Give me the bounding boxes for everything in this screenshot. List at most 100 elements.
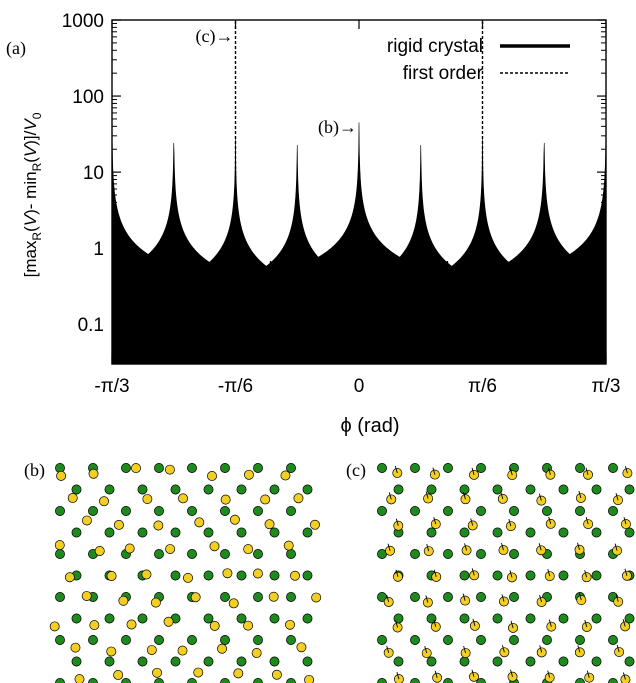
green-particle [624, 656, 635, 667]
chart-panel-a: 0.1 1 10 100 1000 -π/3 -π/6 0 π/6 π/3 (a) ϕ (rad)… [6, 11, 620, 437]
green-particle [170, 570, 181, 581]
green-particle [525, 570, 536, 581]
orientation-tick [577, 645, 581, 653]
yellow-particle [56, 470, 67, 481]
green-particle [187, 635, 197, 645]
yellow-particle [544, 672, 555, 683]
green-particle [269, 484, 280, 495]
green-particle [410, 635, 420, 645]
green-particle [377, 635, 387, 645]
yellow-particle [152, 667, 163, 678]
green-particle [410, 592, 420, 602]
green-particle [525, 613, 536, 624]
green-particle [187, 463, 197, 473]
green-particle [443, 678, 453, 683]
green-particle [203, 656, 214, 667]
green-particle [203, 484, 214, 495]
yellow-particle [193, 667, 204, 678]
green-particle [509, 506, 519, 516]
green-particle [575, 506, 585, 516]
orientation-tick [585, 467, 589, 475]
green-particle [253, 549, 263, 559]
yellow-particle [546, 621, 557, 632]
green-particle [542, 506, 552, 516]
green-particle [170, 656, 181, 667]
green-particle [88, 506, 98, 516]
green-particle [302, 656, 313, 667]
yellow-particle [252, 568, 263, 579]
yellow-particle [94, 546, 105, 556]
yellow-particle [141, 569, 152, 580]
green-particle [476, 506, 486, 516]
yellow-particle [260, 494, 271, 505]
y-axis-label-part: )]/ [21, 130, 40, 145]
green-particle [426, 527, 437, 538]
orientation-tick [396, 671, 400, 680]
series-rigid-crystal [111, 122, 607, 365]
green-particle [71, 527, 82, 538]
yellow-particle [621, 570, 632, 581]
green-particle [393, 613, 404, 624]
lattice-panel-c: (c) [346, 460, 635, 683]
yellow-particle [505, 521, 516, 532]
green-particle [492, 613, 503, 624]
orientation-tick [395, 518, 399, 526]
green-particle [542, 635, 552, 645]
yellow-particle [310, 519, 320, 530]
yellow-particle [207, 471, 217, 481]
green-particle [624, 613, 635, 624]
yellow-particle [106, 571, 117, 581]
legend-label-first-order: first order [403, 63, 484, 84]
green-particle [476, 678, 486, 683]
yellow-particle [251, 648, 262, 658]
x-tick-label: 0 [354, 376, 365, 397]
green-particle [154, 549, 164, 559]
y-axis-label-part: ( [21, 226, 40, 232]
green-particle [377, 678, 387, 683]
yellow-particle [209, 620, 220, 631]
green-particle [121, 635, 131, 645]
yellow-particle [613, 596, 624, 607]
yellow-particle [153, 520, 164, 531]
annotation-0: (c)→ [196, 26, 234, 47]
green-particle [492, 570, 503, 581]
green-particle [459, 484, 470, 495]
green-particle [558, 613, 569, 624]
green-particle [377, 463, 387, 473]
yellow-particle [614, 647, 625, 658]
green-particle [55, 592, 65, 602]
green-particle [410, 506, 420, 516]
green-particle [269, 656, 280, 667]
y-tick-label: 100 [72, 87, 104, 108]
orientation-tick [615, 493, 619, 501]
green-particle [476, 635, 486, 645]
legend-label-rigid-crystal: rigid crystal [387, 36, 483, 57]
yellow-particle [461, 545, 472, 556]
yellow-particle [118, 595, 129, 606]
orientation-tick [622, 672, 626, 680]
orientation-tick [614, 543, 618, 551]
orientation-tick [388, 492, 392, 500]
green-particle [443, 549, 453, 559]
x-tick-label: -π/3 [94, 376, 129, 397]
orientation-tick [395, 620, 399, 628]
orientation-tick [395, 569, 399, 577]
green-particle [608, 635, 618, 645]
yellow-particle [220, 494, 231, 505]
orientation-tick [472, 618, 476, 626]
green-particle [426, 484, 437, 495]
orientation-tick [509, 467, 513, 476]
green-particle [459, 656, 470, 667]
green-particle [591, 570, 602, 581]
green-particle [269, 613, 280, 624]
yellow-particle [229, 514, 240, 525]
orientation-tick [538, 543, 542, 551]
green-particle [187, 506, 197, 516]
yellow-particle [621, 519, 631, 530]
green-particle [55, 549, 65, 559]
green-particle [286, 549, 296, 559]
y-tick-label: 0.1 [78, 315, 104, 336]
green-particle [410, 463, 420, 473]
yellow-particle [146, 645, 157, 655]
